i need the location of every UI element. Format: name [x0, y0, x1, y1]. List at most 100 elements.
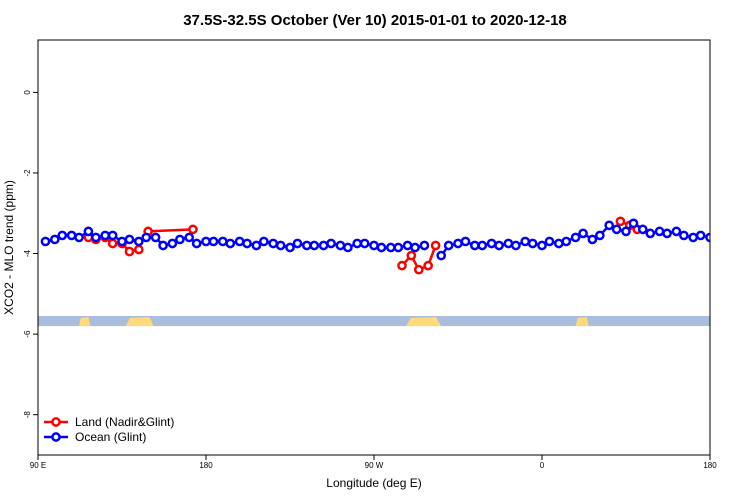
series-ocean [40, 218, 710, 261]
data-point [369, 240, 379, 251]
data-point [83, 226, 94, 237]
data-point [413, 264, 424, 275]
data-point [133, 244, 144, 255]
data-point [544, 236, 555, 247]
data-point [662, 228, 672, 239]
data-point [225, 238, 236, 249]
data-point [615, 216, 626, 227]
data-point [217, 236, 228, 247]
data-point [74, 232, 84, 243]
x-tick-label: 180 [199, 461, 213, 470]
data-point [301, 240, 312, 251]
map-strip [38, 315, 710, 327]
series-line [148, 228, 193, 233]
data-point [443, 240, 454, 251]
data-point [133, 236, 144, 247]
legend-marker [51, 417, 61, 427]
data-point [537, 240, 547, 251]
data-point [141, 232, 152, 243]
data-point [419, 240, 430, 251]
data-point [326, 238, 336, 249]
data-point [637, 224, 648, 235]
data-point [578, 228, 588, 239]
data-point [376, 242, 387, 253]
data-point [494, 240, 504, 251]
data-point [430, 240, 441, 251]
data-point [595, 230, 605, 241]
y-tick-label: -2 [23, 169, 32, 177]
legend-marker [51, 432, 61, 442]
data-point [410, 242, 420, 253]
y-axis: 0 -2 -4 -6 -8 [23, 90, 38, 418]
data-point [91, 232, 101, 243]
data-point [645, 228, 656, 239]
data-point [477, 240, 488, 251]
legend-entry: Ocean (Glint) [44, 430, 146, 444]
data-point [124, 246, 135, 257]
data-point [335, 240, 346, 251]
data-point [251, 240, 262, 251]
data-point [107, 230, 118, 241]
land-mass [575, 316, 589, 327]
data-point [292, 238, 303, 249]
data-point [406, 250, 417, 261]
data-point [654, 226, 665, 237]
data-point [40, 236, 51, 247]
data-point [124, 234, 135, 245]
data-point [486, 238, 497, 249]
data-point [100, 230, 111, 241]
data-point [309, 240, 320, 251]
legend-label: Land (Nadir&Glint) [75, 415, 174, 429]
data-point [66, 230, 77, 241]
x-axis: 90 E 180 90 W 0 180 [30, 455, 717, 470]
data-point [275, 240, 286, 251]
data-point [167, 238, 178, 249]
data-point [520, 236, 531, 247]
data-point [393, 242, 404, 253]
land-mass [79, 316, 91, 327]
data-point [402, 240, 413, 251]
data-point [397, 260, 407, 271]
legend: Land (Nadir&Glint)Ocean (Glint) [44, 415, 174, 444]
data-point [57, 230, 68, 241]
data-point [503, 238, 514, 249]
data-point [385, 242, 396, 253]
data-point [158, 240, 168, 251]
x-tick-label: 180 [703, 461, 717, 470]
chart-title: 37.5S-32.5S October (Ver 10) 2015-01-01 … [183, 12, 567, 29]
data-point [679, 230, 689, 241]
data-point [175, 234, 185, 245]
data-point [352, 238, 363, 249]
land-mass [405, 316, 442, 327]
legend-label: Ocean (Glint) [75, 430, 146, 444]
data-point [201, 236, 211, 247]
data-point [511, 240, 521, 251]
y-tick-label: -6 [23, 330, 32, 338]
x-tick-label: 90 E [30, 461, 46, 470]
x-tick-label: 90 W [365, 461, 384, 470]
data-point [611, 224, 622, 235]
land-mass [125, 316, 154, 327]
data-point [191, 238, 202, 249]
ocean-band [38, 315, 710, 327]
x-tick-label: 0 [540, 461, 545, 470]
data-point [268, 238, 279, 249]
data-point [460, 236, 471, 247]
data-point [553, 238, 564, 249]
data-point [117, 236, 127, 247]
data-point [570, 232, 581, 243]
data-point [49, 234, 60, 245]
data-point [107, 238, 118, 249]
data-point [695, 230, 706, 241]
data-point [527, 238, 538, 249]
data-point [621, 226, 631, 237]
data-point [436, 250, 447, 261]
data-point [604, 220, 615, 231]
data-point [285, 242, 295, 253]
data-point [318, 240, 329, 251]
data-point [705, 232, 710, 243]
data-point [184, 232, 195, 243]
y-axis-label: XCO2 - MLO trend (ppm) [2, 180, 16, 315]
data-point [359, 238, 370, 249]
